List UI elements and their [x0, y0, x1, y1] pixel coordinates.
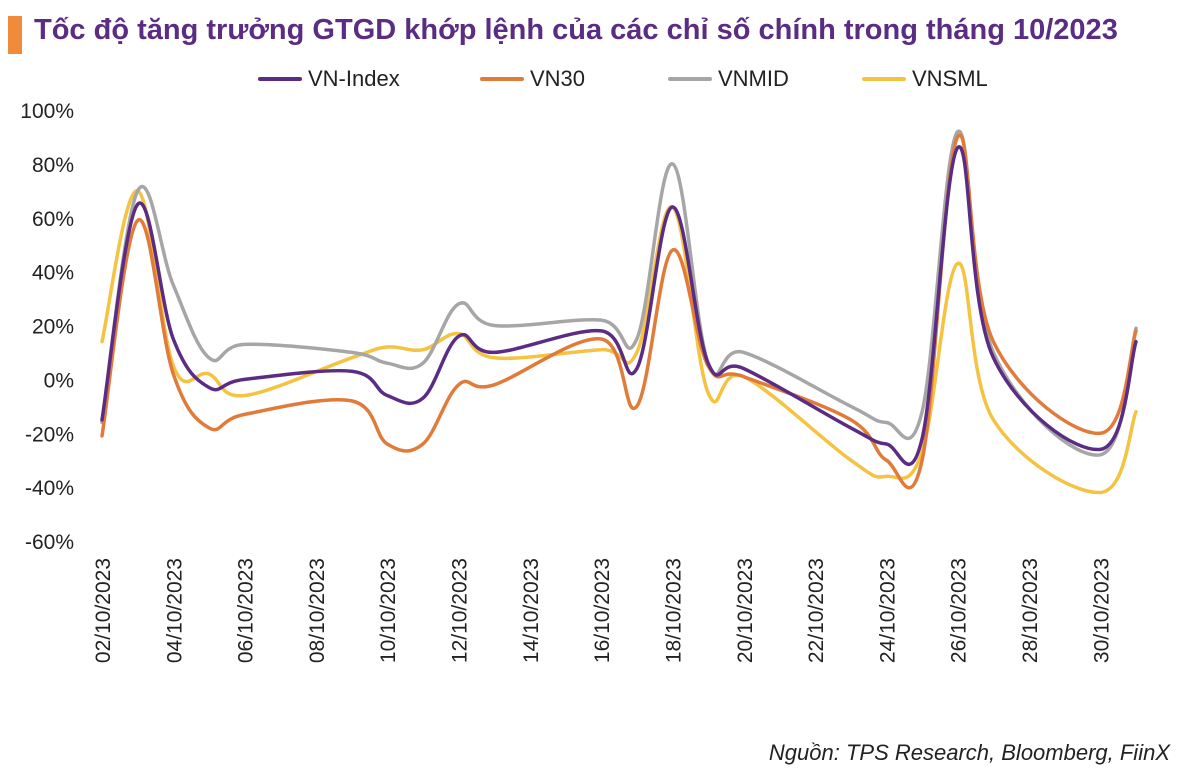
legend-swatch-vn30 [480, 77, 524, 81]
legend-swatch-vn-index [258, 77, 302, 81]
y-tick-label: -60% [25, 531, 74, 554]
legend-item-vnmid: VNMID [668, 66, 789, 92]
series-line-vn-index [100, 145, 1138, 467]
x-tick-label: 06/10/2023 [235, 558, 258, 663]
title-accent-bar [8, 16, 22, 54]
x-tick-label: 08/10/2023 [306, 558, 329, 663]
legend-item-vn30: VN30 [480, 66, 585, 92]
legend-label-vnmid: VNMID [718, 66, 789, 91]
y-tick-label: 20% [32, 316, 74, 339]
x-tick-label: 18/10/2023 [662, 558, 685, 663]
chart-title: Tốc độ tăng trưởng GTGD khớp lệnh của cá… [34, 14, 1118, 46]
x-tick-label: 10/10/2023 [377, 558, 400, 663]
x-tick-label: 14/10/2023 [520, 558, 543, 663]
x-tick-label: 22/10/2023 [805, 558, 828, 663]
series-line-vnsml [100, 189, 1138, 495]
y-tick-label: 0% [44, 369, 74, 392]
y-tick-label: -40% [25, 477, 74, 500]
legend-item-vn-index: VN-Index [258, 66, 400, 92]
x-tick-label: 16/10/2023 [591, 558, 614, 663]
legend-label-vnsml: VNSML [912, 66, 988, 91]
source-note: Nguồn: TPS Research, Bloomberg, FiinX [768, 740, 1170, 765]
x-tick-label: 28/10/2023 [1019, 558, 1042, 663]
series-line-vn30 [100, 133, 1138, 490]
y-tick-label: 100% [20, 100, 74, 123]
legend-label-vn-index: VN-Index [308, 66, 400, 91]
x-tick-label: 12/10/2023 [449, 558, 472, 663]
x-tick-label: 24/10/2023 [876, 558, 899, 663]
legend-swatch-vnsml [862, 77, 906, 81]
y-tick-label: -20% [25, 423, 74, 446]
chart-legend: VN-Index VN30 VNMID VNSML [0, 66, 1182, 96]
legend-label-vn30: VN30 [530, 66, 586, 91]
y-tick-label: 60% [32, 208, 74, 231]
y-tick-label: 80% [32, 154, 74, 177]
legend-swatch-vnmid [668, 77, 712, 81]
x-tick-label: 20/10/2023 [734, 558, 757, 663]
x-tick-label: 02/10/2023 [92, 558, 115, 663]
x-tick-label: 26/10/2023 [948, 558, 971, 663]
line-chart: -60% -40% -20% 0% 20% 40% 60% 80% 100% 02/10/2023… [20, 100, 1138, 663]
series-line-vnmid [100, 129, 1138, 457]
x-tick-label: 04/10/2023 [163, 558, 186, 663]
x-tick-label: 30/10/2023 [1090, 558, 1113, 663]
y-tick-label: 40% [32, 262, 74, 285]
legend-item-vnsml: VNSML [862, 66, 988, 92]
